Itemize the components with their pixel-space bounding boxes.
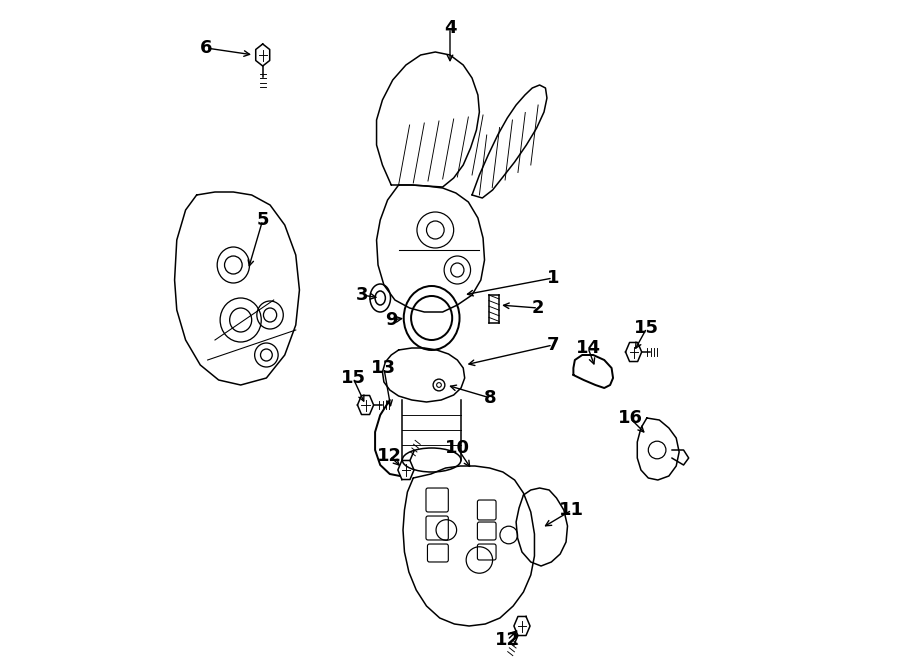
Text: 1: 1	[546, 269, 559, 287]
Text: 12: 12	[377, 447, 402, 465]
Text: 16: 16	[617, 409, 643, 427]
Text: 8: 8	[484, 389, 497, 407]
Text: 12: 12	[495, 631, 520, 649]
Text: 7: 7	[546, 336, 559, 354]
Text: 13: 13	[372, 359, 396, 377]
Text: 15: 15	[340, 369, 365, 387]
Text: 4: 4	[444, 19, 456, 37]
Text: 14: 14	[576, 339, 600, 357]
Text: 3: 3	[356, 286, 368, 304]
Text: 10: 10	[445, 439, 470, 457]
Text: 9: 9	[385, 311, 398, 329]
Text: 5: 5	[256, 211, 269, 229]
Text: 11: 11	[560, 501, 584, 519]
Text: 6: 6	[200, 39, 212, 57]
Text: 2: 2	[532, 299, 544, 317]
Text: 15: 15	[634, 319, 660, 337]
